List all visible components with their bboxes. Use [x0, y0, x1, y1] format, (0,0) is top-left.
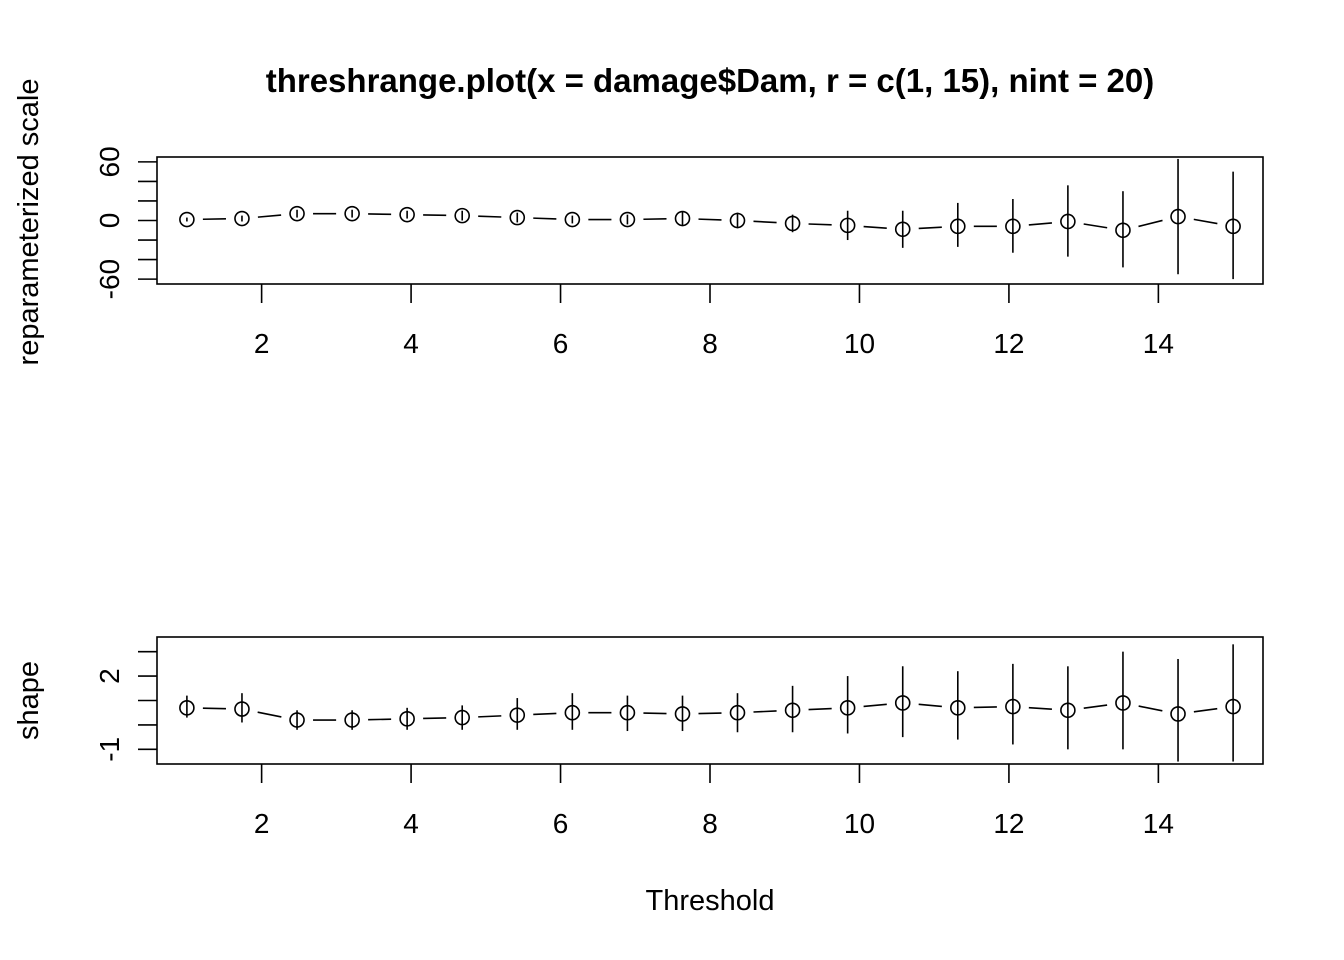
panel-scale: 2 4 6 8 10 12 14 -60 0 60 reparameterized scale — [13, 79, 1264, 366]
series-segment — [698, 218, 722, 221]
series-segment — [423, 717, 447, 720]
series-segment — [202, 707, 226, 710]
y-tick-label: -60 — [94, 259, 125, 299]
x-tick-label: 12 — [993, 808, 1024, 839]
data-point — [729, 704, 746, 721]
x-tick-label: 4 — [403, 328, 419, 359]
series-segment — [1193, 707, 1218, 713]
data-point — [894, 695, 911, 711]
data-point — [674, 210, 691, 227]
y-tick-label: 0 — [94, 213, 125, 229]
data-point — [234, 210, 250, 227]
series-segment — [533, 217, 557, 220]
series-segment — [918, 226, 942, 230]
data-point — [234, 701, 250, 717]
x-tick-label: 14 — [1143, 328, 1174, 359]
x-tick-label: 6 — [553, 328, 569, 359]
data-point — [1225, 698, 1241, 715]
x-tick-label: 8 — [702, 328, 718, 359]
series-segment — [918, 703, 942, 708]
data-point — [619, 704, 636, 721]
data-point — [784, 702, 801, 719]
data-point — [454, 207, 470, 224]
series-segment — [368, 718, 392, 721]
data-point — [289, 712, 305, 728]
series-segment — [1138, 219, 1163, 228]
data-point — [1060, 213, 1076, 230]
y-tick-label: -1 — [94, 737, 125, 762]
data-point — [344, 205, 360, 222]
series-segment — [1083, 704, 1108, 709]
x-tick-label: 12 — [993, 328, 1024, 359]
data-point — [179, 211, 195, 228]
series-segment — [753, 220, 777, 224]
x-tick-label: 6 — [553, 808, 569, 839]
x-tick-label: 2 — [254, 328, 270, 359]
series-segment — [1083, 223, 1108, 229]
data-point — [950, 218, 966, 235]
data-point — [509, 707, 526, 723]
data-point — [1225, 218, 1241, 235]
series-segment — [1028, 706, 1052, 711]
data-point — [784, 215, 801, 232]
data-point — [1005, 698, 1021, 715]
series-segment — [808, 707, 832, 711]
series-segment — [643, 712, 667, 715]
y-tick-label: 60 — [94, 146, 125, 177]
x-tick-label: 8 — [702, 808, 718, 839]
data-point — [564, 704, 581, 721]
data-point — [1170, 706, 1186, 722]
series-segment — [1028, 222, 1053, 226]
y-axis-label: reparameterized scale — [13, 79, 45, 366]
series-segment — [257, 711, 282, 718]
series-segment — [1193, 218, 1218, 225]
series-segment — [863, 703, 887, 708]
x-axis-label: Threshold — [646, 885, 775, 917]
data-point — [839, 217, 856, 234]
series-segment — [533, 712, 557, 716]
plot-frame — [156, 156, 1264, 285]
plot-frame — [156, 636, 1264, 765]
series-segment — [1138, 705, 1163, 712]
x-tick-label: 2 — [254, 808, 270, 839]
panel-shape: 2 4 6 8 10 12 14 -1 2 shape Threshold — [13, 636, 1264, 917]
data-point — [1060, 702, 1076, 719]
data-point — [950, 700, 966, 716]
series-segment — [478, 715, 502, 718]
data-point — [1115, 222, 1131, 239]
series-segment — [698, 712, 722, 715]
y-tick-label: 2 — [94, 668, 125, 684]
data-point — [674, 706, 691, 722]
x-tick-label: 4 — [403, 808, 419, 839]
data-point — [399, 206, 415, 223]
chart-title: threshrange.plot(x = damage$Dam, r = c(1… — [266, 62, 1155, 99]
series-segment — [973, 706, 997, 709]
data-point — [179, 700, 195, 716]
series-segment — [753, 710, 777, 713]
series-segment — [808, 223, 832, 226]
data-point — [839, 700, 856, 716]
data-point — [1005, 218, 1021, 235]
x-tick-label: 10 — [844, 808, 875, 839]
x-tick-label: 10 — [844, 328, 875, 359]
data-point — [1170, 208, 1186, 225]
data-point — [1115, 695, 1131, 711]
series-segment — [257, 214, 282, 218]
y-axis-label: shape — [13, 661, 45, 740]
data-point — [399, 711, 415, 727]
x-tick-label: 14 — [1143, 808, 1174, 839]
data-point — [619, 211, 636, 228]
data-point — [344, 712, 360, 728]
series-segment — [478, 215, 502, 218]
data-point — [454, 709, 470, 726]
series-segment — [863, 225, 887, 229]
data-point — [894, 221, 911, 238]
data-point — [509, 209, 526, 226]
data-point — [729, 212, 746, 229]
data-point — [289, 205, 305, 222]
data-point — [564, 211, 581, 228]
